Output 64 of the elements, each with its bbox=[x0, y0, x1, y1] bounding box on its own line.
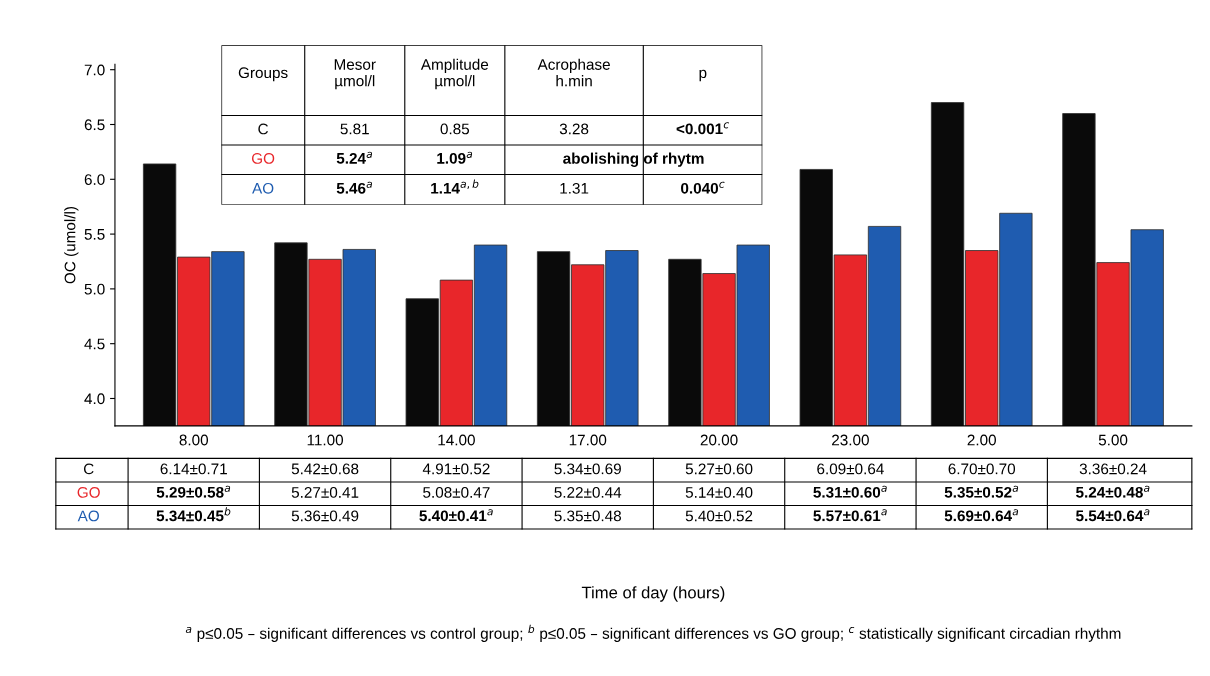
annotation: p bbox=[699, 69, 707, 82]
x-tick-label: 14.00 bbox=[438, 434, 475, 446]
data-label: 5.24±0.48$^{a}$ bbox=[1076, 485, 1150, 498]
data-label: 5.42±0.68 bbox=[291, 463, 359, 475]
annotation: abolishing of rhytm bbox=[563, 152, 704, 167]
annotation: Mesor µmol/l bbox=[334, 59, 376, 90]
annotation: <0.001$^{c}$ bbox=[676, 122, 730, 135]
y-tick-label: 5.0 bbox=[84, 283, 105, 295]
data-label: 5.36±0.49 bbox=[291, 510, 359, 522]
text: C bbox=[83, 463, 94, 475]
data-label: 6.70±0.70 bbox=[948, 463, 1016, 475]
annotation: 5.46$^{a}$ bbox=[336, 181, 372, 194]
data-label: 5.57±0.61$^{a}$ bbox=[813, 509, 887, 522]
y-tick-label: 7.0 bbox=[84, 64, 105, 76]
data-label: 5.08±0.47 bbox=[423, 486, 490, 498]
annotation: AO bbox=[252, 182, 274, 194]
data-label: 5.31±0.60$^{a}$ bbox=[813, 485, 887, 498]
data-label: 5.69±0.64$^{a}$ bbox=[944, 509, 1019, 522]
annotation: 3.28 bbox=[559, 123, 589, 135]
x-tick-label: 17.00 bbox=[569, 434, 607, 446]
data-label: 5.35±0.48 bbox=[554, 510, 621, 522]
annotation: Acrophase h.min bbox=[537, 58, 610, 87]
annotation: 1.14$^{a,b}$ bbox=[431, 179, 479, 194]
data-label: 4.91±0.52 bbox=[422, 463, 490, 475]
x-axis-title: Time of day (hours) bbox=[581, 586, 725, 602]
annotation: Amplitude µmol/l bbox=[420, 58, 489, 90]
annotation: GO bbox=[251, 153, 275, 164]
x-tick-label: 2.00 bbox=[967, 434, 996, 446]
annotation: 5.81 bbox=[340, 123, 369, 135]
annotation: C bbox=[258, 123, 269, 135]
data-label: 5.27±0.60 bbox=[685, 463, 753, 475]
annotation: 0.040$^{c}$ bbox=[681, 181, 725, 194]
annotation: Groups bbox=[238, 67, 288, 82]
data-label: 5.22±0.44 bbox=[554, 486, 622, 498]
data-label: 5.29±0.58$^{a}$ bbox=[156, 485, 231, 498]
annotation: 0.85 bbox=[440, 123, 470, 135]
annotation: 5.24$^{a}$ bbox=[336, 151, 372, 164]
data-label: 5.40±0.41$^{a}$ bbox=[419, 509, 493, 522]
text: $^{a}$ p≤0.05 – significant differences vs control group; $^{b}$ p≤0.05 – significant differences vs GO group; $^{c}$ statistically significant circadian rhythm bbox=[185, 624, 1121, 642]
data-label: 5.34±0.45$^{b}$ bbox=[156, 507, 231, 522]
y-tick-label: 4.5 bbox=[84, 338, 105, 350]
text: 3.36±0.24 bbox=[1079, 463, 1147, 475]
data-label: 5.54±0.64$^{a}$ bbox=[1076, 509, 1150, 522]
y-tick-label: 6.5 bbox=[84, 119, 105, 131]
annotation: 1.31 bbox=[560, 182, 589, 194]
data-label: 5.34±0.69 bbox=[554, 463, 621, 475]
y-tick-label: 6.0 bbox=[84, 174, 105, 185]
data-label: 5.14±0.40 bbox=[685, 486, 753, 498]
text: GO bbox=[77, 486, 100, 498]
y-tick-label: 5.5 bbox=[84, 229, 105, 240]
data-label: 6.14±0.71 bbox=[160, 463, 227, 475]
data-label: 5.27±0.41 bbox=[291, 486, 359, 498]
y-tick-label: 4.0 bbox=[84, 393, 105, 405]
text: AO bbox=[77, 510, 99, 522]
x-tick-label: 11.00 bbox=[307, 434, 344, 446]
annotation: 1.09$^{a}$ bbox=[437, 151, 473, 164]
data-label: 6.09±0.64 bbox=[817, 463, 884, 475]
data-label: 5.40±0.52 bbox=[685, 510, 753, 522]
x-tick-label: 8.00 bbox=[179, 434, 209, 446]
x-tick-label: 5.00 bbox=[1098, 434, 1128, 446]
data-label: 5.35±0.52$^{a}$ bbox=[944, 485, 1019, 498]
x-tick-label: 23.00 bbox=[832, 434, 869, 446]
x-tick-label: 20.00 bbox=[700, 434, 738, 446]
y-axis-title: OC (umol/l) bbox=[64, 206, 79, 284]
